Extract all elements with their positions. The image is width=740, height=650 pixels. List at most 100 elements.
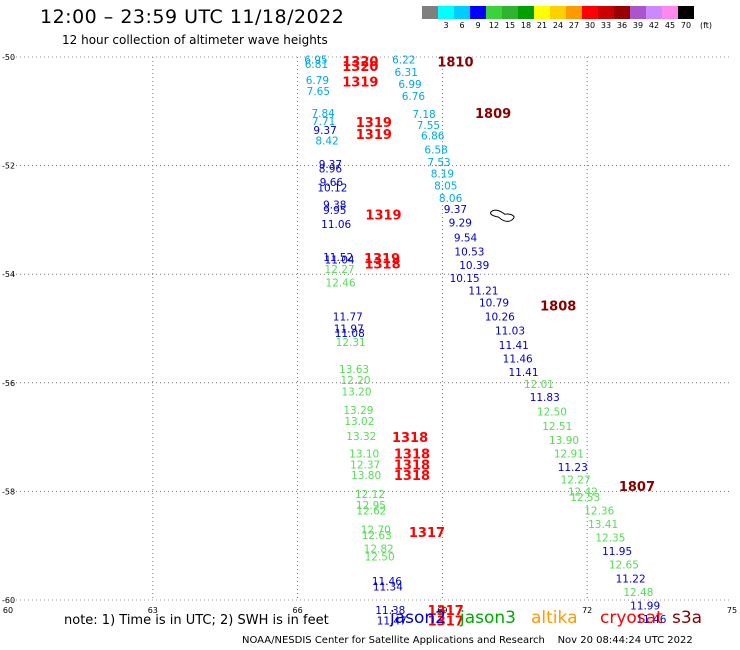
wave-height-label: 12.65: [609, 560, 639, 572]
time-labels-layer: 1320132013191319131913191319131818101809…: [342, 55, 655, 630]
wave-height-label: 9.29: [449, 218, 472, 230]
colorbar-swatch: [598, 6, 614, 19]
pass-time-label: 1810: [437, 55, 473, 70]
wave-height-label: 11.77: [333, 312, 363, 324]
wave-height-label: 8.42: [315, 136, 338, 148]
wave-height-label: 12.91: [554, 448, 584, 460]
wave-height-label: 7.53: [427, 157, 450, 169]
pass-time-label: 1809: [475, 107, 511, 122]
wave-height-label: 12.12: [355, 489, 385, 501]
wave-height-label: 7.55: [417, 120, 440, 132]
wave-height-label: 12.51: [542, 421, 572, 433]
wave-height-label: 7.84: [311, 108, 335, 120]
legend-jason3: jason3: [460, 608, 516, 628]
wave-height-label: 11.03: [495, 326, 525, 338]
wave-height-label: 12.37: [350, 459, 380, 471]
wave-height-label: 6.86: [421, 131, 445, 143]
wave-height-label: 6.22: [392, 55, 415, 67]
wave-height-label: 12.50: [537, 407, 567, 419]
wave-height-label: 9.54: [454, 232, 478, 244]
wave-height-label: 10.53: [454, 246, 484, 258]
colorbar-label: 21: [536, 21, 548, 30]
wave-height-label: 12.46: [326, 277, 356, 289]
colorbar-label: 9: [475, 21, 481, 30]
colorbar-swatch: [422, 6, 438, 19]
colorbar-label: 6: [459, 21, 465, 30]
wave-height-label: 12.01: [524, 379, 554, 391]
wave-height-label: 13.20: [341, 386, 371, 398]
wave-height-label: 12.95: [356, 500, 386, 512]
wave-height-label: 8.19: [431, 169, 454, 181]
wave-height-label: 11.46: [503, 353, 533, 365]
wave-height-label: 6.95: [304, 55, 327, 67]
pass-time-label: 1318: [394, 458, 430, 473]
wave-height-label: 11.06: [321, 219, 351, 231]
grid-layer: [8, 57, 732, 600]
colorbar-swatch: [614, 6, 630, 19]
colorbar-swatch: [518, 6, 534, 19]
pass-time-label: 1319: [356, 128, 392, 143]
x-tick-label: 69: [437, 606, 447, 615]
pass-time-label: 1319: [365, 208, 401, 223]
legend-altika: altika: [531, 608, 578, 628]
wave-height-label: 10.39: [459, 260, 489, 272]
x-tick-label: 60: [3, 606, 13, 615]
wave-height-label: 6.76: [402, 91, 426, 103]
colorbar-swatch: [662, 6, 678, 19]
colorbar-labels: 3 6 9 12 15 18 21 24 27 30 33 36 39 42 45 70: [422, 21, 694, 30]
wave-height-label: 13.29: [343, 405, 373, 417]
colorbar-swatch: [550, 6, 566, 19]
wave-height-label: 12.27: [325, 264, 355, 276]
wave-height-label: 12.62: [356, 505, 386, 517]
colorbar: [422, 6, 694, 19]
wave-height-label: 11.46: [372, 576, 402, 588]
wave-height-label: 9.37: [313, 125, 336, 137]
wave-height-label: 6.81: [305, 59, 328, 71]
colorbar-unit: (ft): [700, 21, 713, 30]
wave-height-label: 8.05: [434, 181, 457, 193]
colorbar-label: 45: [664, 21, 676, 30]
pass-time-label: 1320: [342, 60, 378, 75]
wave-height-label: 11.34: [373, 581, 403, 593]
note-text: note: 1) Time is in UTC; 2) SWH is in fe…: [64, 613, 329, 628]
wave-height-label: 13.32: [346, 431, 376, 443]
wave-height-label: 11.22: [616, 573, 646, 585]
value-labels-layer: 6.956.81 6.797.65 6.226.316.996.76 7.847.71…: [304, 55, 666, 628]
colorbar-label: 33: [600, 21, 612, 30]
wave-height-label: 6.79: [306, 75, 329, 87]
wave-height-label: 11.08: [335, 328, 365, 340]
pass-time-label: 1808: [540, 300, 576, 315]
colorbar-label: 39: [632, 21, 644, 30]
colorbar-swatch: [534, 6, 550, 19]
island-outline: [490, 209, 515, 222]
wave-height-label: 13.80: [351, 470, 381, 482]
wave-height-label: 12.82: [364, 543, 394, 555]
wave-height-label: 7.71: [312, 116, 335, 128]
pass-time-label: 1319: [356, 116, 392, 131]
wave-height-label: 12.36: [584, 505, 614, 517]
wave-height-label: 13.10: [349, 448, 379, 460]
colorbar-label: 18: [520, 21, 532, 30]
wave-height-label: 13.41: [588, 519, 618, 531]
colorbar-label: [422, 21, 438, 30]
wave-height-label: 11.99: [630, 600, 660, 612]
wave-height-label: 12.20: [340, 375, 370, 387]
y-tick-label: -58: [2, 487, 15, 496]
wave-height-label: 8.96: [319, 163, 343, 175]
footer-credit: NOAA/NESDIS Center for Satellite Applica…: [242, 635, 693, 646]
legend-cryosat: cryosat: [600, 608, 663, 628]
x-tick-label: 66: [293, 606, 303, 615]
wave-height-label: 13.02: [344, 416, 374, 428]
wave-height-label: 9.37: [444, 204, 467, 216]
wave-height-label: 12.31: [336, 337, 366, 349]
wave-height-label: 10.79: [479, 297, 509, 309]
pass-time-label: 1320: [342, 55, 378, 70]
wave-height-label: 12.35: [595, 533, 625, 545]
wave-height-label: 11.46: [636, 614, 666, 626]
colorbar-label: 12: [488, 21, 500, 30]
chart-title: 12:00 – 23:59 UTC 11/18/2022: [40, 6, 345, 28]
colorbar-swatch: [438, 6, 454, 19]
wave-height-label: 12.27: [561, 474, 591, 486]
colorbar-swatch: [630, 6, 646, 19]
